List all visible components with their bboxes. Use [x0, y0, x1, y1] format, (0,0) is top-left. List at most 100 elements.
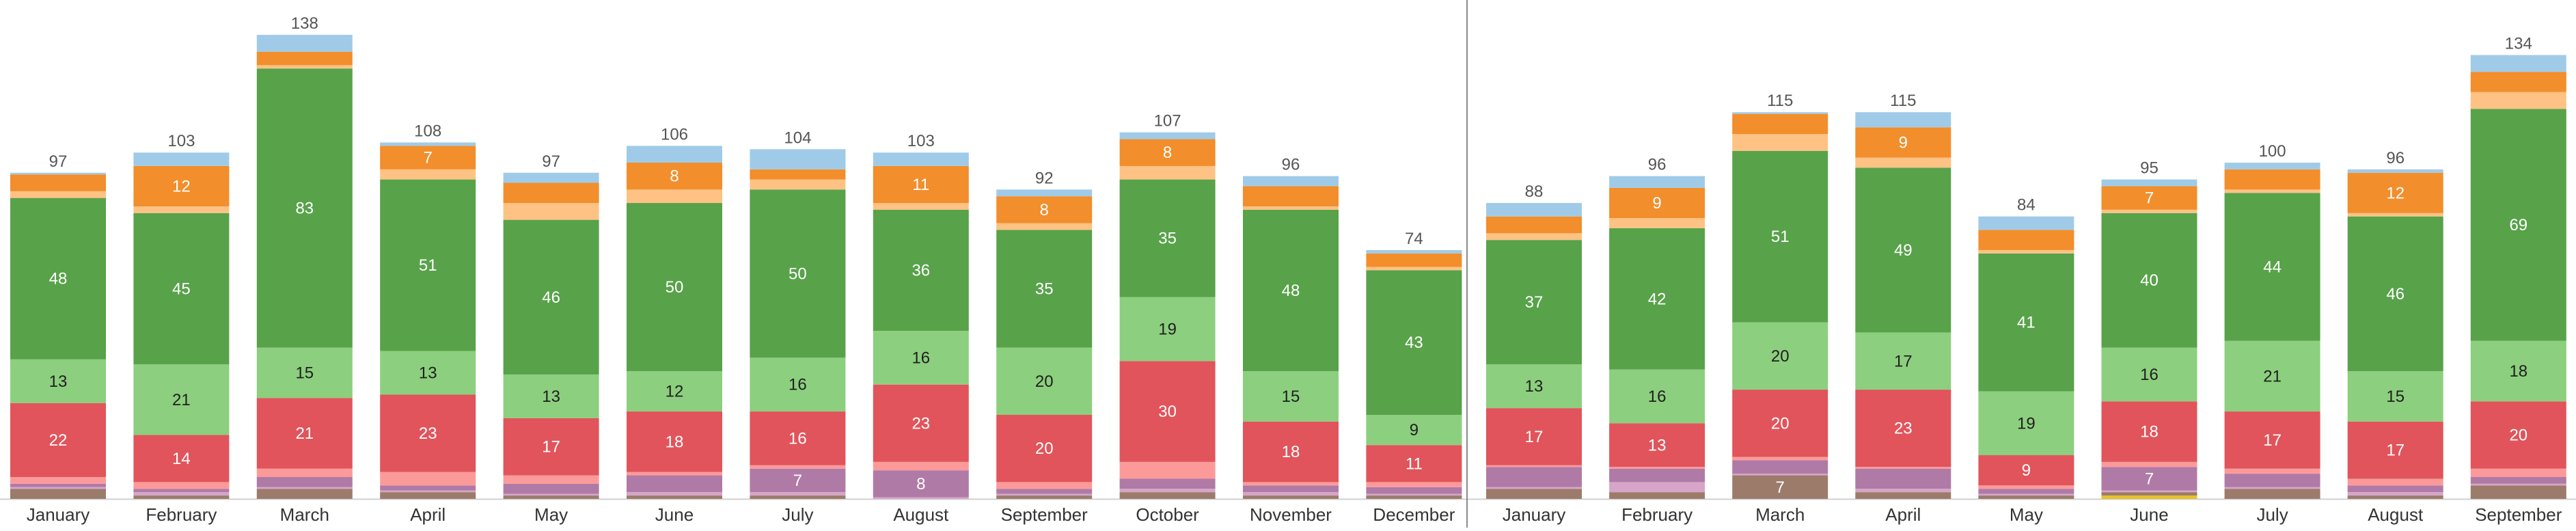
bar-segment-purple — [1855, 468, 1951, 489]
bar-segment-lightblue — [10, 172, 106, 175]
bar-segment-lightred — [256, 468, 353, 478]
bar-segment-brown — [627, 495, 722, 499]
bar-segment-purple — [1366, 487, 1462, 494]
segment-value-label: 46 — [2386, 285, 2404, 303]
bar-segment-lightgreen — [1243, 371, 1339, 422]
bar-total-label: 108 — [414, 122, 441, 140]
category-tick-label: September — [1001, 504, 1088, 525]
bar-segment-peach — [1855, 157, 1951, 168]
bar-segment-brown — [133, 495, 230, 499]
bar-segment-pink — [133, 492, 230, 496]
category-tick-label: November — [1250, 504, 1332, 525]
bar-segment-peach — [503, 203, 599, 220]
bar-segment-orange — [133, 165, 230, 206]
bar-segment-red — [380, 394, 476, 472]
bar-segment-lightred — [1855, 467, 1951, 469]
category-tick-label: May — [534, 504, 568, 525]
bar-segment-pink — [1486, 487, 1582, 489]
bar-segment-green — [1978, 253, 2074, 392]
segment-value-label: 35 — [1035, 280, 1054, 299]
bar-segment-purple — [996, 489, 1093, 494]
segment-value-label: 23 — [1894, 420, 1913, 438]
bar-segment-peach — [1978, 249, 2074, 254]
segment-value-label: 15 — [1282, 387, 1300, 406]
segment-value-label: 20 — [1035, 372, 1054, 391]
bar-segment-orange — [1486, 216, 1582, 234]
segment-value-label: 20 — [1771, 347, 1790, 366]
bar-segment-pink — [750, 492, 846, 496]
bar-segment-peach — [380, 169, 476, 180]
bar-segment-lightgreen — [750, 357, 846, 412]
bar-segment-brown — [503, 495, 599, 499]
bar-total-label: 106 — [661, 125, 688, 144]
bar-segment-lightred — [873, 461, 969, 471]
segment-value-label: 13 — [1648, 436, 1667, 454]
bar-segment-brown — [1978, 495, 2074, 499]
category-tick-label: March — [280, 504, 329, 525]
bar-segment-lightred — [1119, 461, 1216, 479]
bar-segment-pink — [2470, 483, 2566, 486]
segment-value-label: 7 — [793, 472, 802, 490]
segment-value-label: 18 — [2140, 423, 2159, 441]
bar-segment-red — [1732, 390, 1828, 457]
bar-segment-orange — [996, 196, 1093, 223]
bar-segment-red — [1978, 455, 2074, 486]
segment-value-label: 13 — [1525, 377, 1544, 396]
bar-total-label: 107 — [1154, 112, 1181, 131]
bar-segment-pink — [1119, 489, 1216, 493]
bar-segment-orange — [1855, 127, 1951, 158]
bar-segment-orange — [2224, 169, 2320, 190]
bar-segment-lightgreen — [256, 347, 353, 398]
bar-segment-peach — [2224, 189, 2320, 193]
bar-total-label: 115 — [1890, 92, 1916, 110]
segment-value-label: 40 — [2140, 271, 2159, 290]
bar-segment-pink — [873, 497, 969, 499]
bar-segment-pink — [627, 492, 722, 496]
bar-segment-lightgreen — [503, 374, 599, 418]
bar-segment-green — [1119, 179, 1216, 297]
bar-total-label: 138 — [291, 14, 318, 33]
bar-segment-green — [750, 189, 846, 358]
segment-value-label: 23 — [419, 424, 437, 443]
bar-segment-green — [10, 198, 106, 359]
segment-value-label: 21 — [172, 391, 191, 409]
bar-segment-red — [256, 398, 353, 469]
bar-total-label: 97 — [49, 152, 68, 171]
bar-segment-lightgreen — [1609, 369, 1705, 424]
bar-segment-peach — [1609, 218, 1705, 228]
bar-segment-lightblue — [1486, 203, 1582, 217]
bar-segment-lightgreen — [996, 347, 1093, 415]
segment-value-label: 18 — [2509, 362, 2527, 381]
bar-segment-lightblue — [256, 35, 353, 52]
bar-segment-orange — [2101, 186, 2197, 210]
bar-segment-purple — [873, 470, 969, 498]
segment-value-label: 19 — [2017, 414, 2036, 433]
segment-value-label: 43 — [1405, 333, 1423, 352]
bar-segment-orange — [1119, 139, 1216, 166]
bar-segment-purple — [133, 489, 230, 493]
bar-segment-orange — [1978, 230, 2074, 250]
segment-value-label: 16 — [2140, 366, 2159, 384]
bar-segment-red — [2470, 401, 2566, 469]
bar-segment-red — [873, 384, 969, 462]
bar-segment-green — [503, 219, 599, 375]
segment-value-label: 50 — [789, 264, 807, 283]
bar-segment-green — [2224, 193, 2320, 341]
segment-value-label: 17 — [2263, 431, 2282, 450]
bar-segment-lightred — [1486, 465, 1582, 467]
bar-segment-brown — [256, 489, 353, 499]
category-tick-label: May — [2010, 504, 2043, 525]
bar-segment-peach — [10, 191, 106, 198]
bar-total-label: 92 — [1035, 169, 1054, 187]
bar-total-label: 97 — [542, 152, 560, 171]
bar-segment-red — [2101, 401, 2197, 462]
bar-segment-red — [1243, 421, 1339, 482]
bar-segment-pink — [996, 493, 1093, 496]
segment-value-label: 20 — [2509, 426, 2527, 445]
segment-value-label: 17 — [1525, 428, 1544, 446]
bar-segment-green — [1609, 228, 1705, 370]
bar-segment-lightgreen — [1978, 391, 2074, 456]
bar-segment-purple — [1119, 478, 1216, 489]
bar-segment-lightblue — [2224, 163, 2320, 169]
bar-segment-red — [1855, 390, 1951, 467]
